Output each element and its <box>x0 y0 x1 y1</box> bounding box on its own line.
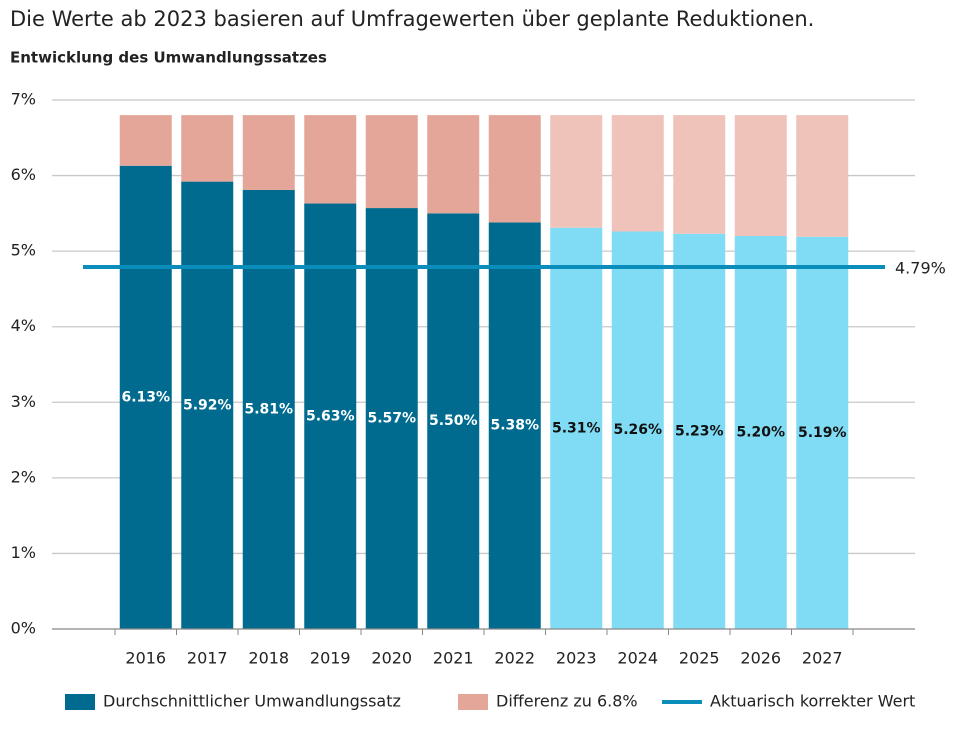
value-label: 5.81% <box>244 401 293 417</box>
legend-swatch <box>65 694 95 710</box>
x-tick-label: 2020 <box>371 649 412 668</box>
bar-segment <box>550 227 603 630</box>
y-tick-label: 5% <box>11 241 36 260</box>
bar-segment <box>365 208 418 629</box>
x-tick-label: 2021 <box>433 649 474 668</box>
bar-segment <box>181 181 234 630</box>
x-tick-label: 2027 <box>802 649 843 668</box>
y-tick-label: 3% <box>11 392 36 411</box>
value-label: 5.50% <box>429 413 478 429</box>
bar-segment <box>734 236 787 629</box>
x-tick-label: 2022 <box>494 649 535 668</box>
bar-segment <box>611 231 664 629</box>
bar-segment <box>119 115 172 166</box>
bar-segment <box>365 115 418 209</box>
legend-swatch <box>458 694 488 710</box>
value-label: 5.19% <box>798 425 847 441</box>
bar-segment <box>427 115 480 214</box>
bar-segment <box>673 233 726 630</box>
bar-segment <box>550 115 603 228</box>
x-tick-label: 2024 <box>617 649 658 668</box>
reference-label: 4.79% <box>895 259 946 278</box>
chart-title: Die Werte ab 2023 basieren auf Umfragewe… <box>10 7 814 31</box>
legend-label: Aktuarisch korrekter Wert <box>710 692 915 711</box>
bar-segment <box>796 236 849 629</box>
x-tick-label: 2017 <box>187 649 228 668</box>
chart-subtitle: Entwicklung des Umwandlungssatzes <box>10 49 327 67</box>
x-tick-label: 2026 <box>740 649 781 668</box>
bar-segment <box>796 115 849 237</box>
value-label: 5.92% <box>183 397 232 413</box>
value-label: 5.31% <box>552 420 601 436</box>
y-tick-label: 1% <box>11 543 36 562</box>
bar-segment <box>611 115 664 232</box>
value-label: 5.23% <box>675 423 724 439</box>
bar-segment <box>242 189 295 629</box>
y-tick-label: 6% <box>11 165 36 184</box>
value-label: 5.26% <box>613 422 662 438</box>
x-tick-label: 2023 <box>556 649 597 668</box>
value-label: 5.63% <box>306 408 355 424</box>
x-tick-label: 2016 <box>125 649 166 668</box>
bar-segment <box>304 203 357 630</box>
y-tick-label: 0% <box>11 619 36 638</box>
x-tick-label: 2018 <box>248 649 289 668</box>
y-tick-label: 2% <box>11 467 36 486</box>
bar-segment <box>242 115 295 190</box>
bar-segment <box>304 115 357 204</box>
legend-label: Differenz zu 6.8% <box>496 692 638 711</box>
bar-segment <box>488 115 541 223</box>
value-label: 6.13% <box>121 389 170 405</box>
bar-segment <box>488 222 541 629</box>
x-tick-label: 2019 <box>310 649 351 668</box>
bar-segment <box>673 115 726 234</box>
bar-segment <box>734 115 787 237</box>
bar-segment <box>181 115 234 182</box>
value-label: 5.57% <box>367 411 416 427</box>
y-tick-label: 4% <box>11 316 36 335</box>
value-label: 5.38% <box>490 418 539 434</box>
bar-segment <box>119 165 172 630</box>
legend-label: Durchschnittlicher Umwandlungssatz <box>103 692 401 711</box>
bar-segment <box>427 213 480 629</box>
value-label: 5.20% <box>736 425 785 441</box>
y-tick-label: 7% <box>11 90 36 109</box>
x-tick-label: 2025 <box>679 649 720 668</box>
